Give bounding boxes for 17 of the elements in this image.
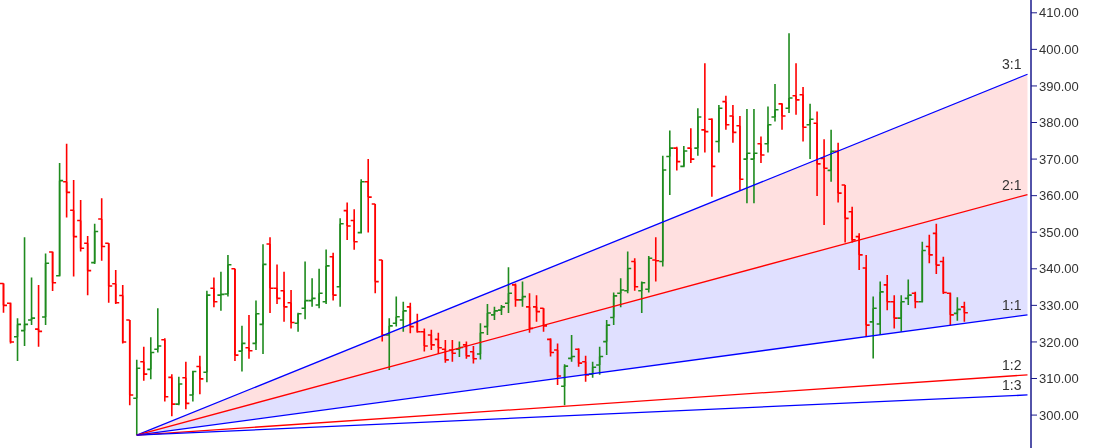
y-tick-label: 330.00	[1039, 297, 1079, 313]
y-tick-label: 340.00	[1039, 261, 1079, 277]
series-label: 1:3	[1002, 376, 1022, 393]
y-tick-label: 380.00	[1039, 115, 1079, 131]
y-tick-label: 390.00	[1039, 78, 1079, 94]
series-label: 3:1	[1002, 56, 1022, 73]
series-label: 1:1	[1002, 296, 1022, 313]
y-tick-label: 370.00	[1039, 151, 1079, 167]
series-label: 2:1	[1002, 176, 1022, 193]
y-tick-label: 320.00	[1039, 334, 1079, 350]
y-tick-label: 350.00	[1039, 224, 1079, 240]
y-tick-label: 400.00	[1039, 41, 1079, 57]
y-tick-label: 300.00	[1039, 407, 1079, 423]
series-label: 1:2	[1002, 356, 1022, 373]
y-tick-label: 360.00	[1039, 188, 1079, 204]
y-tick-label: 310.00	[1039, 371, 1079, 387]
y-tick-label: 410.00	[1039, 5, 1079, 21]
